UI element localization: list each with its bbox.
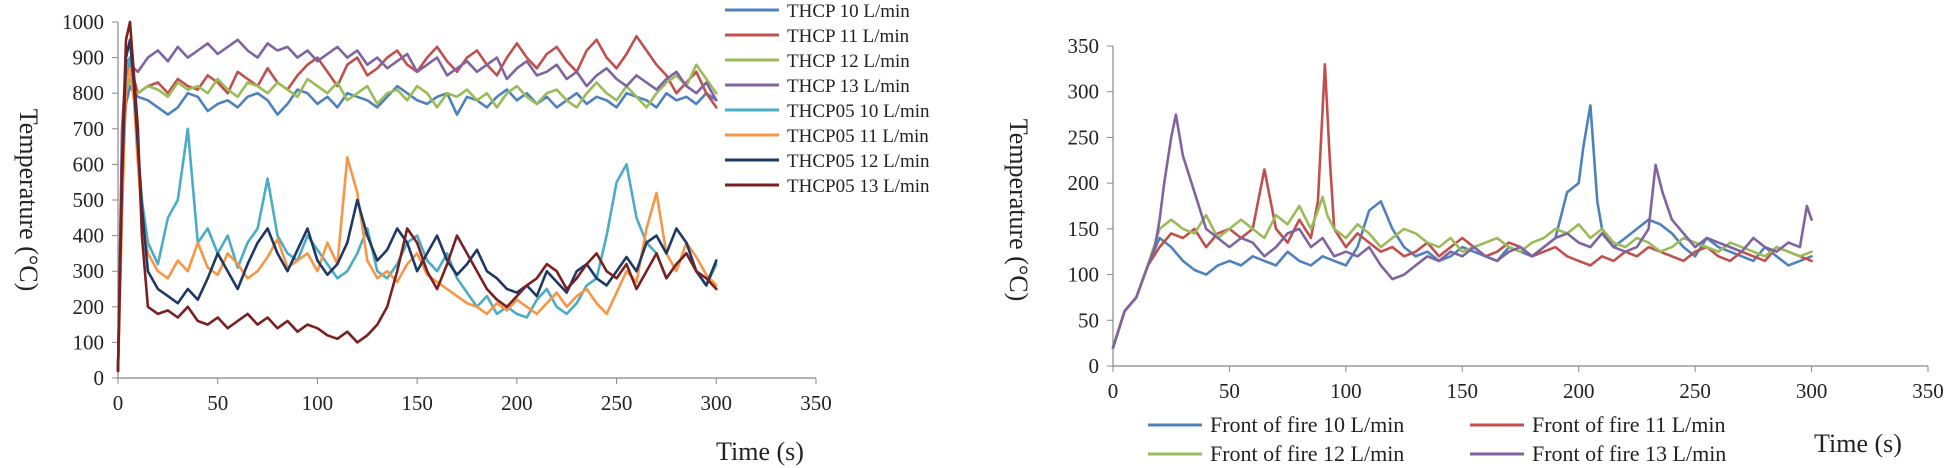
y-tick-label: 300 bbox=[73, 259, 105, 283]
series-line-4 bbox=[116, 38, 718, 373]
y-tick-label: 100 bbox=[1068, 263, 1100, 287]
x-tick-label: 150 bbox=[1447, 379, 1479, 403]
chart-2: 0 50 100 150 200 250 300 350 0 50 100 150 200 250 300 3… bbox=[1004, 34, 1944, 466]
x-tick-label: 50 bbox=[207, 391, 228, 415]
y-tick-label: 0 bbox=[1089, 354, 1100, 378]
legend-entry-label: Front of fire 13 L/min bbox=[1532, 441, 1726, 466]
legend: THCP 10 L/min THCP 11 L/min THCP 12 L/min T… bbox=[725, 1, 930, 197]
series-line-4 bbox=[1111, 113, 1813, 350]
series-line-7 bbox=[116, 38, 718, 373]
x-tick-label: 350 bbox=[800, 391, 832, 415]
y-tick-label: 700 bbox=[73, 117, 105, 141]
x-tick-label: 250 bbox=[1679, 379, 1711, 403]
legend-entry-label: THCP 13 L/min bbox=[787, 76, 910, 97]
chart-1: 0 50 100 150 200 250 300 350 0 100 200 300 400 500 600… bbox=[14, 1, 930, 466]
legend-entry-label: THCP05 11 L/min bbox=[787, 126, 929, 147]
series-line-2 bbox=[1111, 63, 1813, 350]
legend-entry-label: THCP 11 L/min bbox=[787, 26, 910, 47]
legend-entry-label: THCP05 12 L/min bbox=[787, 151, 930, 172]
legend-entry-label: THCP05 13 L/min bbox=[787, 176, 930, 197]
legend-entry-label: THCP 12 L/min bbox=[787, 51, 910, 72]
y-axis-label: Temperature (°C) bbox=[1004, 119, 1033, 302]
y-tick-label: 400 bbox=[73, 224, 105, 248]
y-tick-label: 50 bbox=[1078, 308, 1099, 332]
legend-entry-label: Front of fire 10 L/min bbox=[1210, 412, 1404, 437]
legend: Front of fire 10 L/min Front of fire 11 L… bbox=[1148, 412, 1726, 466]
series-line-5 bbox=[116, 56, 718, 373]
y-tick-label: 1000 bbox=[62, 10, 104, 34]
x-tick-label: 50 bbox=[1219, 379, 1240, 403]
legend-entry-label: Front of fire 12 L/min bbox=[1210, 441, 1404, 466]
x-tick-label: 350 bbox=[1912, 379, 1944, 403]
x-axis-label: Time (s) bbox=[1814, 429, 1902, 458]
series-line-1 bbox=[1111, 104, 1813, 350]
y-tick-label: 900 bbox=[73, 46, 105, 70]
x-tick-label: 200 bbox=[501, 391, 533, 415]
x-tick-label: 250 bbox=[601, 391, 633, 415]
y-tick-label: 350 bbox=[1068, 34, 1100, 58]
x-tick-label: 300 bbox=[701, 391, 733, 415]
series-line-3 bbox=[1111, 195, 1813, 350]
y-tick-label: 500 bbox=[73, 188, 105, 212]
x-tick-label: 150 bbox=[401, 391, 433, 415]
x-tick-label: 200 bbox=[1563, 379, 1595, 403]
y-tick-label: 150 bbox=[1068, 217, 1100, 241]
x-tick-label: 0 bbox=[113, 391, 124, 415]
legend-entry-label: THCP 10 L/min bbox=[787, 1, 910, 22]
x-tick-label: 100 bbox=[302, 391, 334, 415]
x-tick-label: 0 bbox=[1108, 379, 1119, 403]
y-tick-label: 200 bbox=[1068, 171, 1100, 195]
y-tick-label: 600 bbox=[73, 152, 105, 176]
y-tick-label: 0 bbox=[94, 366, 105, 390]
y-tick-label: 300 bbox=[1068, 80, 1100, 104]
y-axis-label: Temperature (°C) bbox=[14, 109, 43, 292]
legend-entry-label: Front of fire 11 L/min bbox=[1532, 412, 1726, 437]
series-line-6 bbox=[116, 67, 718, 373]
x-tick-label: 300 bbox=[1796, 379, 1828, 403]
series-line-3 bbox=[116, 63, 718, 373]
y-tick-label: 800 bbox=[73, 81, 105, 105]
y-tick-label: 200 bbox=[73, 295, 105, 319]
y-tick-label: 250 bbox=[1068, 125, 1100, 149]
series-line-8 bbox=[116, 20, 718, 373]
legend-entry-label: THCP05 10 L/min bbox=[787, 101, 930, 122]
x-axis-label: Time (s) bbox=[716, 437, 804, 466]
x-tick-label: 100 bbox=[1330, 379, 1362, 403]
y-tick-label: 100 bbox=[73, 330, 105, 354]
series-line-1 bbox=[116, 84, 718, 373]
